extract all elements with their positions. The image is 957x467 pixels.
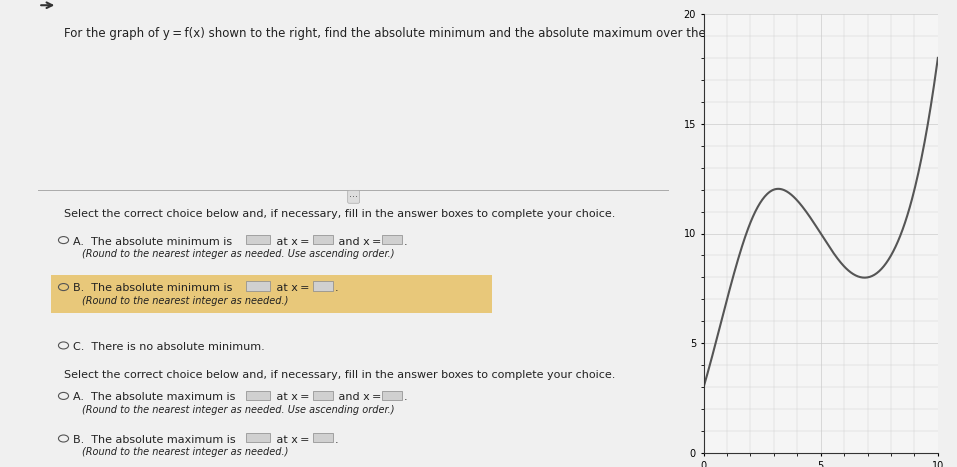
- Bar: [246, 433, 271, 442]
- Text: For the graph of y = f(x) shown to the right, find the absolute minimum and the : For the graph of y = f(x) shown to the r…: [63, 27, 797, 40]
- Text: .: .: [404, 392, 408, 403]
- Text: Select the correct choice below and, if necessary, fill in the answer boxes to c: Select the correct choice below and, if …: [63, 209, 615, 219]
- Text: (Round to the nearest integer as needed. Use ascending order.): (Round to the nearest integer as needed.…: [82, 249, 395, 259]
- Text: .: .: [404, 237, 408, 247]
- Text: at x =: at x =: [273, 435, 309, 445]
- Bar: [313, 235, 333, 244]
- Text: (Round to the nearest integer as needed.): (Round to the nearest integer as needed.…: [82, 296, 289, 306]
- Bar: [246, 235, 271, 244]
- Text: A.  The absolute maximum is: A. The absolute maximum is: [73, 392, 235, 403]
- Text: at x =: at x =: [273, 392, 309, 403]
- Bar: [313, 281, 333, 291]
- Text: C.  There is no absolute minimum.: C. There is no absolute minimum.: [73, 342, 265, 352]
- Text: B.  The absolute minimum is: B. The absolute minimum is: [73, 283, 233, 293]
- Text: (Round to the nearest integer as needed. Use ascending order.): (Round to the nearest integer as needed.…: [82, 405, 395, 415]
- Text: (Round to the nearest integer as needed.): (Round to the nearest integer as needed.…: [82, 447, 289, 457]
- Bar: [313, 391, 333, 400]
- Bar: [382, 235, 402, 244]
- Text: .: .: [335, 435, 339, 445]
- Bar: [246, 281, 271, 291]
- Text: at x =: at x =: [273, 283, 309, 293]
- Bar: [246, 391, 271, 400]
- Text: .: .: [335, 283, 339, 293]
- Text: Select the correct choice below and, if necessary, fill in the answer boxes to c: Select the correct choice below and, if …: [63, 369, 615, 380]
- Bar: [51, 275, 493, 312]
- Bar: [313, 433, 333, 442]
- Text: ···: ···: [349, 192, 358, 202]
- Text: B.  The absolute maximum is: B. The absolute maximum is: [73, 435, 235, 445]
- Text: at x =: at x =: [273, 237, 309, 247]
- Text: A.  The absolute minimum is: A. The absolute minimum is: [73, 237, 233, 247]
- Text: and x =: and x =: [335, 392, 381, 403]
- Text: and x =: and x =: [335, 237, 381, 247]
- Bar: [382, 391, 402, 400]
